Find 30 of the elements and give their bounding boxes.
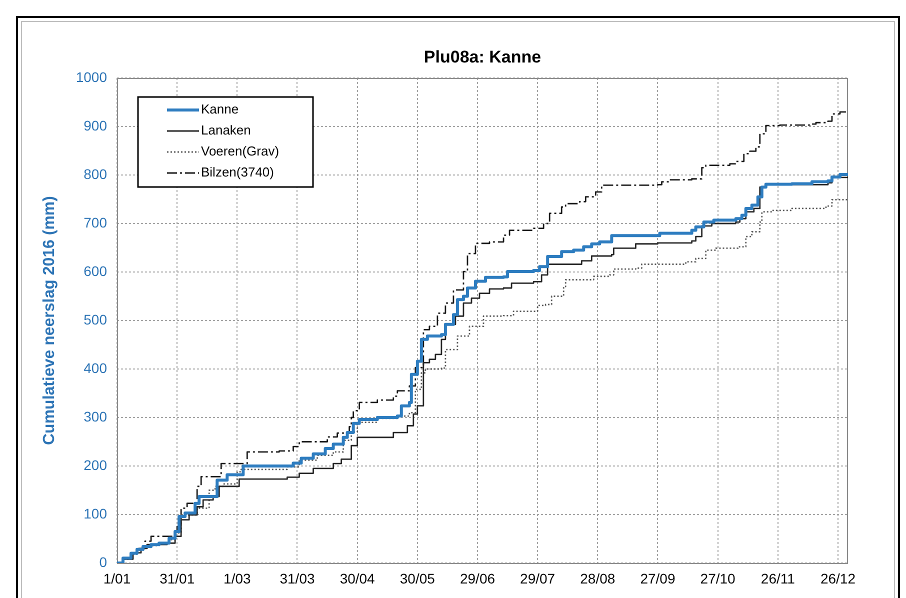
y-tick-label: 300 [84, 408, 108, 424]
y-axis-title: Cumulatieve neerslag 2016 (mm) [41, 196, 58, 445]
y-tick-label: 700 [84, 214, 108, 230]
x-tick-label: 1/01 [103, 570, 131, 586]
x-tick-label: 27/09 [640, 570, 676, 586]
y-tick-label: 100 [84, 505, 108, 522]
y-tick-label: 200 [84, 456, 108, 473]
x-tick-label: 30/04 [340, 570, 376, 586]
legend-label: Kanne [201, 102, 239, 117]
y-tick-label: 500 [84, 311, 108, 328]
legend-label: Lanaken [201, 122, 251, 138]
x-tick-label: 29/06 [460, 570, 496, 586]
x-tick-label: 27/10 [700, 570, 736, 586]
y-tick-label: 400 [84, 360, 108, 376]
x-tick-label: 1/03 [224, 570, 251, 586]
x-tick-label: 26/12 [820, 570, 856, 586]
x-tick-label: 31/03 [280, 570, 315, 586]
y-tick-label: 900 [84, 117, 108, 134]
x-tick-label: 30/05 [400, 570, 436, 586]
y-tick-label: 600 [84, 262, 108, 279]
y-tick-label: 0 [99, 554, 108, 570]
legend-label: Voeren(Grav) [201, 144, 280, 159]
chart-title: Plu08a: Kanne [424, 48, 542, 67]
y-tick-label: 800 [84, 166, 108, 182]
x-tick-label: 26/11 [760, 570, 796, 586]
x-tick-label: 28/08 [580, 570, 616, 586]
x-tick-label: 31/01 [160, 570, 195, 586]
x-tick-label: 29/07 [520, 570, 556, 586]
y-tick-label: 1000 [76, 68, 108, 85]
legend-label: Bilzen(3740) [201, 164, 274, 180]
